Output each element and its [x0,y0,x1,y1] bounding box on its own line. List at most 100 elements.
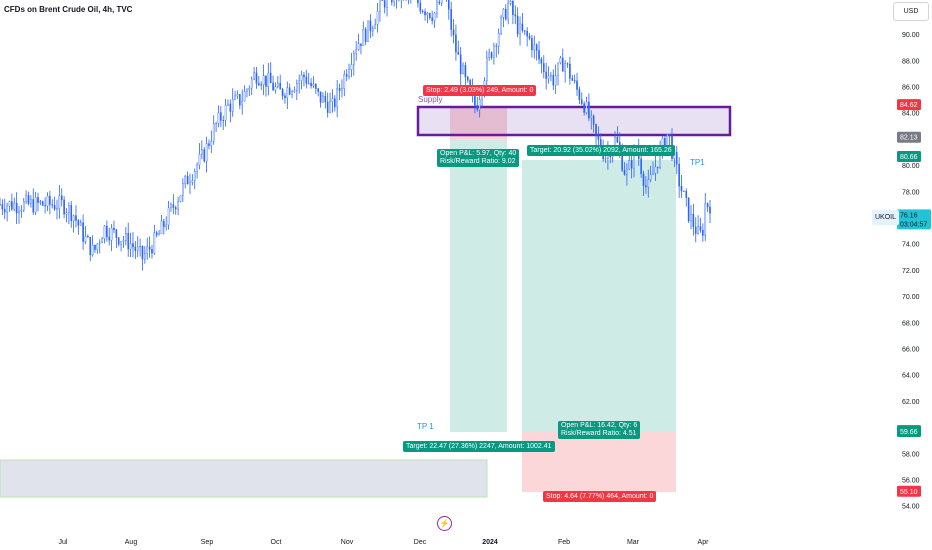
candle-body [326,101,329,113]
candle-body [215,123,217,125]
candle-body [32,199,35,213]
candle-body [578,89,581,100]
candle-body [72,215,75,222]
candle-body [148,246,151,250]
candle-body [507,3,509,20]
candle-body [595,124,597,136]
candle-body [421,10,424,12]
tp1-lower-label: TP 1 [417,422,434,431]
candle-body [110,227,113,241]
candle-body [53,205,56,210]
candle-body [697,226,699,234]
candle-body [592,115,595,125]
price-tag-bg [897,131,921,143]
candle-body [89,237,92,256]
long-target-zone[interactable] [522,160,676,432]
long-target-label[interactable]: Target: 20.92 (35.02%) 2092, Amount: 165… [527,145,675,156]
candle-body [293,90,296,92]
candle-body [239,94,241,106]
candle-body [267,72,270,87]
candle-body [626,168,628,175]
demand-zone[interactable] [0,459,488,498]
long-pnl-label[interactable]: Open P&L: 16.42, Qty: 6 Risk/Reward Rati… [558,421,641,439]
candle-body [234,95,236,100]
candle-body [450,9,452,30]
candle-body [561,57,564,72]
candle-body [106,225,108,238]
last-price-value: 76.16 [900,212,918,219]
candle-body [656,166,659,168]
candle-body [70,205,73,222]
candle-body [108,236,111,241]
candle-body [369,20,372,32]
currency-button[interactable]: USD [893,2,929,21]
candle-body [77,220,80,226]
short-target-zone[interactable] [450,139,507,432]
candle-body [428,13,431,18]
candle-body [336,87,338,108]
candle-body [350,64,353,70]
candle-body [8,201,11,207]
long-stop-label[interactable]: Stop: 4.64 (7.77%) 464, Amount: 0 [543,491,657,502]
candle-body [372,28,374,32]
short-stop-zone[interactable] [450,106,507,139]
candle-body [459,54,462,74]
candle-body [269,72,272,84]
candle-body [466,76,469,81]
candle-body [312,84,315,87]
x-tick-label: Sep [201,539,214,546]
candle-body [590,115,593,119]
candle-body [353,53,355,65]
candle-body [504,8,507,20]
candle-body [177,201,179,210]
candle-body [115,229,118,239]
supply-zone[interactable] [416,105,732,137]
candle-body [516,15,519,35]
candle-body [538,50,540,60]
candle-body [628,160,631,170]
short-stop-label[interactable]: Stop: 2.49 (3.03%) 249, Amount: 0 [423,85,537,96]
candle-body [569,63,571,79]
candle-body [345,74,348,77]
lightning-icon[interactable]: ⚡ [437,516,452,531]
candle-body [281,89,284,97]
candle-body [193,171,196,181]
candle-body [683,190,685,192]
candle-body [172,204,175,208]
candle-body [699,226,702,231]
candle-body [144,253,146,260]
candle-body [139,246,141,248]
candle-body [98,242,101,245]
candle-body [566,63,569,65]
price-tag-bg [897,485,921,497]
candle-body [319,91,322,103]
candle-body [552,74,555,86]
candle-body [386,0,388,8]
candle-body [307,82,310,84]
supply-label: Supply [418,95,443,104]
candle-body [547,75,550,79]
candle-body [91,244,94,256]
candle-body [296,83,298,91]
short-pnl-label[interactable]: Open P&L: 5.97, Qty: 40 Risk/Reward Rati… [437,149,520,167]
y-tick-label: 84.00 [902,111,920,118]
candle-body [182,183,184,196]
candle-body [433,12,436,21]
candle-body [531,38,533,51]
tp1-upper-label: TP1 [690,158,705,167]
candle-body [68,205,70,213]
short-target-label[interactable]: Target: 22.47 (27.36%) 2247, Amount: 100… [403,441,555,452]
candle-body [623,170,626,175]
candle-body [440,0,443,4]
candle-body [571,78,574,81]
candle-body [0,204,1,206]
short-pnl-line2: Risk/Reward Ratio: 9.02 [440,158,516,165]
candle-body [117,237,120,245]
candle-body [331,98,334,102]
y-tick-label: 74.00 [902,242,920,249]
x-tick-label: Dec [414,539,427,546]
candle-body [391,0,393,3]
candle-body [205,143,208,162]
candle-body [680,185,683,192]
